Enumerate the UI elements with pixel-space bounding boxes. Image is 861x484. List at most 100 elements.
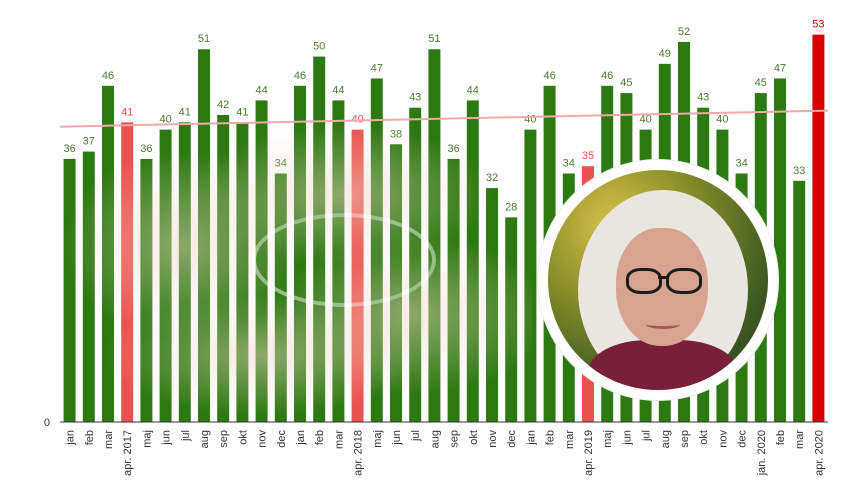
bar	[370, 78, 383, 423]
bar	[428, 49, 441, 423]
x-tick-label: jan	[525, 430, 537, 446]
bar	[178, 122, 191, 422]
data-label: 38	[390, 128, 402, 140]
data-label: 41	[179, 106, 191, 118]
bar	[505, 217, 518, 422]
data-label: 53	[812, 19, 824, 31]
data-label: 46	[601, 70, 613, 82]
data-label: 44	[332, 84, 344, 96]
x-tick-label: mar	[564, 430, 576, 449]
x-tick-label: feb	[314, 430, 326, 445]
x-tick-label: jun	[161, 430, 173, 446]
data-label: 46	[102, 70, 114, 82]
data-label: 37	[83, 136, 95, 148]
x-tick-label: feb	[775, 430, 787, 445]
data-label: 49	[659, 48, 671, 60]
data-label: 33	[793, 165, 805, 177]
bar	[63, 158, 76, 422]
x-tick-label: jul	[641, 430, 653, 442]
bar	[390, 144, 402, 422]
x-tick-label: feb	[545, 430, 557, 445]
data-label: 47	[371, 62, 383, 74]
x-tick-label: jul	[180, 430, 192, 442]
bar	[140, 158, 153, 422]
bar	[102, 85, 114, 423]
data-label: 47	[774, 62, 786, 74]
x-tick-label: apr. 2018	[353, 430, 365, 476]
data-label: 52	[678, 26, 690, 38]
data-label: 32	[486, 172, 498, 184]
bar	[409, 107, 422, 422]
data-label: 41	[236, 106, 248, 118]
bar	[466, 100, 479, 423]
data-label: 41	[121, 106, 133, 118]
bar	[236, 122, 249, 422]
data-label: 34	[275, 157, 287, 169]
x-tick-label: mar	[333, 430, 345, 449]
y-tick-label: 0	[44, 417, 50, 429]
data-label: 40	[524, 114, 536, 126]
x-tick-label: jul	[410, 430, 422, 442]
x-tick-label: dec	[506, 430, 518, 448]
bar	[524, 129, 537, 423]
bar	[274, 173, 287, 422]
x-tick-label: jan	[65, 430, 77, 446]
bar	[198, 49, 210, 423]
bar	[294, 85, 306, 423]
x-tick-label: aug	[199, 430, 211, 448]
bar	[447, 158, 460, 422]
data-label: 50	[313, 41, 325, 53]
data-label: 43	[409, 92, 421, 104]
bar	[217, 115, 230, 422]
trend-line	[59, 109, 829, 128]
data-label: 36	[447, 143, 459, 155]
data-label: 34	[563, 157, 575, 169]
bar	[351, 129, 364, 423]
x-tick-label: feb	[84, 430, 96, 445]
x-tick-label: maj	[372, 430, 384, 448]
x-tick-label: jan	[295, 430, 307, 446]
x-tick-label: sep	[449, 430, 461, 448]
data-label: 42	[217, 99, 229, 111]
x-tick-label: maj	[141, 430, 153, 448]
bar	[313, 56, 326, 422]
x-tick-label: dec	[276, 430, 288, 448]
bar	[812, 34, 825, 422]
x-tick-label: aug	[429, 430, 441, 448]
data-label: 35	[582, 150, 594, 162]
x-tick-label: okt	[698, 430, 710, 445]
data-label: 40	[159, 114, 171, 126]
data-label: 44	[467, 84, 479, 96]
data-label: 34	[735, 157, 747, 169]
x-tick-label: okt	[468, 430, 480, 445]
bar	[82, 151, 95, 422]
data-label: 51	[428, 33, 440, 45]
bar	[159, 129, 172, 423]
bar	[255, 100, 268, 423]
x-tick-label: maj	[602, 430, 614, 448]
portrait-photo	[538, 160, 778, 400]
x-tick-label: apr. 2017	[122, 430, 134, 476]
data-label: 40	[716, 114, 728, 126]
bar	[332, 100, 345, 423]
data-label: 45	[620, 77, 632, 89]
x-tick-label: dec	[737, 430, 749, 448]
x-tick-label: jun	[391, 430, 403, 446]
data-label: 46	[294, 70, 306, 82]
x-tick-label: okt	[237, 430, 249, 445]
x-tick-label: nov	[257, 430, 269, 448]
data-label: 46	[543, 70, 555, 82]
data-label: 28	[505, 201, 517, 213]
x-tick-label: apr. 2019	[583, 430, 595, 476]
x-tick-label: sep	[679, 430, 691, 448]
data-label: 44	[255, 84, 267, 96]
x-tick-label: mar	[103, 430, 115, 449]
x-tick-label: apr. 2020	[813, 430, 825, 476]
x-tick-label: jan. 2020	[756, 430, 768, 476]
data-label: 36	[63, 143, 75, 155]
x-tick-label: nov	[487, 430, 499, 448]
x-tick-label: nov	[717, 430, 729, 448]
data-label: 51	[198, 33, 210, 45]
x-tick-label: mar	[794, 430, 806, 449]
